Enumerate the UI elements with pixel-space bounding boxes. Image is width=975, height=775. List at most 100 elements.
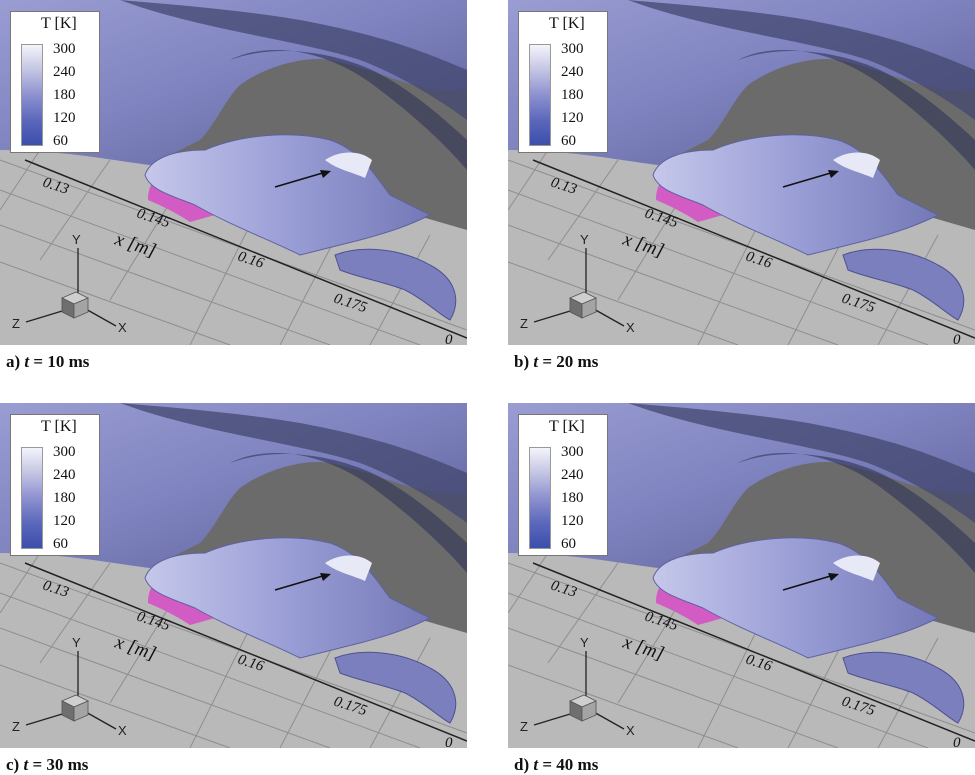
triad-x-label: X [626, 320, 635, 335]
arrow-icon [274, 170, 331, 188]
caption-label: d) [514, 755, 530, 774]
legend-title: T [K] [41, 15, 77, 32]
legend-color-bar [21, 447, 43, 549]
panel-caption: c) t = 30 ms [6, 755, 88, 775]
legend-title: T [K] [41, 418, 77, 435]
legend-tick: 240 [561, 64, 584, 80]
triad-z-label: Z [520, 316, 528, 331]
legend-tick: 300 [53, 41, 76, 57]
triad-x-label: X [118, 723, 127, 738]
legend-title: T [K] [549, 418, 585, 435]
legend-ticks: 300 240 180 120 60 [561, 38, 584, 153]
legend-tick: 300 [53, 444, 76, 460]
caption-var: t [24, 352, 30, 371]
axis-line [532, 159, 975, 339]
legend-ticks: 300 240 180 120 60 [561, 441, 584, 556]
legend-tick: 180 [53, 87, 76, 103]
legend-color-bar [529, 447, 551, 549]
floor-grid [508, 552, 975, 748]
caption-var: t [533, 755, 539, 774]
shadow-band [120, 0, 467, 120]
legend-tick: 120 [53, 110, 76, 126]
temperature-legend: T [K] 300 240 180 120 60 [10, 414, 100, 556]
wake-surface [334, 248, 457, 321]
shadow-band-2 [230, 50, 467, 170]
axis-line [24, 159, 467, 339]
legend-tick: 300 [561, 41, 584, 57]
legend-tick: 60 [561, 536, 576, 552]
panel-caption: d) t = 40 ms [514, 755, 598, 775]
arrow-icon [274, 573, 331, 591]
tick-label-3: 0.16 [236, 249, 266, 272]
arrow-icon [782, 170, 839, 188]
legend-tick: 300 [561, 444, 584, 460]
legend-ticks: 300 240 180 120 60 [53, 38, 76, 153]
shadow-band-2 [230, 453, 467, 573]
highlight-patch [325, 555, 372, 581]
caption-value: = 30 ms [32, 755, 89, 774]
shadow-band-2 [738, 50, 975, 170]
legend-color-bar [21, 44, 43, 146]
coordinate-triad: Y Z X [520, 635, 635, 738]
tick-label-1: 0.13 [41, 175, 71, 198]
caption-label: a) [6, 352, 21, 371]
shadow-band [628, 0, 975, 120]
legend-tick: 60 [561, 133, 576, 149]
panel-caption: b) t = 20 ms [514, 352, 598, 372]
legend-tick: 180 [561, 490, 584, 506]
wake-surface [334, 651, 457, 724]
temperature-legend: T [K] 300 240 180 120 60 [518, 11, 608, 153]
tick-label-1: 0.13 [549, 175, 579, 198]
temperature-legend: T [K] 300 240 180 120 60 [518, 414, 608, 556]
tick-label-5: 0 [445, 735, 453, 748]
caption-value: = 10 ms [33, 352, 90, 371]
legend-tick: 240 [53, 467, 76, 483]
legend-title: T [K] [549, 15, 585, 32]
legend-tick: 240 [53, 64, 76, 80]
legend-tick: 180 [561, 87, 584, 103]
tick-label-5: 0 [953, 735, 961, 748]
tick-label-5: 0 [445, 332, 453, 345]
highlight-patch [325, 152, 372, 178]
shadow-band [628, 403, 975, 523]
tick-label-3: 0.16 [744, 652, 774, 675]
caption-label: c) [6, 755, 20, 774]
arrow-icon [782, 573, 839, 591]
panel-caption: a) t = 10 ms [6, 352, 89, 372]
triad-z-label: Z [12, 316, 20, 331]
highlight-patch [833, 555, 880, 581]
coordinate-triad: Y Z X [520, 232, 635, 335]
legend-color-bar [529, 44, 551, 146]
coordinate-triad: Y Z X [12, 232, 127, 335]
tick-label-5: 0 [953, 332, 961, 345]
coordinate-triad: Y Z X [12, 635, 127, 738]
temperature-legend: T [K] 300 240 180 120 60 [10, 11, 100, 153]
shadow-band-2 [738, 453, 975, 573]
triad-z-label: Z [520, 719, 528, 734]
legend-tick: 180 [53, 490, 76, 506]
legend-ticks: 300 240 180 120 60 [53, 441, 76, 556]
isosurface-render: 0.13 0.145 0.16 0.175 0 x [m] Y Z X [0, 0, 467, 345]
triad-x-label: X [626, 723, 635, 738]
triad-y-label: Y [580, 635, 589, 650]
caption-value: = 20 ms [542, 352, 599, 371]
tick-label-3: 0.16 [236, 652, 266, 675]
legend-tick: 60 [53, 536, 68, 552]
triad-y-label: Y [72, 635, 81, 650]
isosurface-render: 0.13 0.145 0.16 0.175 0 x [m] Y Z X [508, 403, 975, 748]
legend-tick: 120 [53, 513, 76, 529]
caption-label: b) [514, 352, 530, 371]
wake-surface [842, 651, 965, 724]
shadow-band [120, 403, 467, 523]
axis-line [24, 562, 467, 742]
triad-y-label: Y [580, 232, 589, 247]
caption-var: t [23, 755, 29, 774]
highlight-patch [833, 152, 880, 178]
triad-y-label: Y [72, 232, 81, 247]
legend-tick: 60 [53, 133, 68, 149]
legend-tick: 120 [561, 110, 584, 126]
legend-tick: 240 [561, 467, 584, 483]
legend-tick: 120 [561, 513, 584, 529]
isosurface-render: 0.13 0.145 0.16 0.175 0 x [m] Y Z X [0, 403, 467, 748]
caption-var: t [533, 352, 539, 371]
